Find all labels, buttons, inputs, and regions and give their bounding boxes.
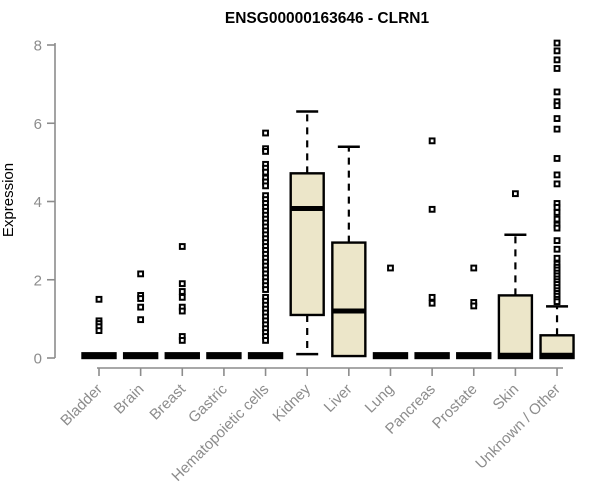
outlier-point [553,298,561,306]
outlier-point [137,295,145,302]
outlier-point [553,245,561,253]
outlier-point [553,237,561,245]
x-tick-label: Breast [146,380,189,423]
x-tick-label: Liver [321,381,356,416]
iqr-box [331,241,367,358]
outlier-point [428,205,436,213]
outlier-point [553,115,561,122]
y-tick-label: 8 [34,38,42,55]
outlier-point [178,243,186,250]
outlier-point [553,88,561,96]
outlier-point [178,336,186,344]
outlier-point [553,47,561,55]
outlier-point [262,129,269,137]
x-tick-label: Skin [490,381,523,414]
outlier-point [262,182,269,190]
outlier-point [262,286,269,293]
outlier-point [553,65,561,72]
outlier-point [428,299,436,307]
x-tick-label: Prostate [429,381,481,433]
outlier-point [553,102,561,110]
iqr-box [289,172,325,317]
y-tick-label: 2 [34,272,42,289]
outlier-point [262,148,269,155]
outlier-point [178,288,186,295]
outlier-point [137,316,145,324]
y-tick-label: 0 [34,351,42,368]
x-tick-label: Brain [111,381,148,418]
outlier-point [178,280,186,288]
y-tick-label: 4 [34,194,42,211]
x-tick-label: Lung [362,381,398,417]
outlier-point [553,254,561,262]
outlier-point [262,168,269,176]
outlier-point [470,302,478,310]
outlier-point [178,293,186,301]
outlier-point [553,203,561,211]
outlier-point [387,264,394,272]
x-tick-label: Bladder [57,381,106,430]
outlier-point [553,171,561,179]
outlier-point [553,155,561,162]
outlier-point [137,270,145,278]
outlier-point [553,125,561,133]
outlier-point [95,295,103,303]
outlier-point [428,293,436,301]
y-tick-label: 6 [34,116,42,133]
outlier-point [137,303,145,311]
outlier-point [553,180,561,188]
outlier-point [512,190,519,198]
y-axis-title: Expression [0,163,17,237]
outlier-point [178,307,186,315]
x-tick-label: Kidney [270,380,315,425]
outlier-point [428,137,436,145]
outlier-point [95,327,103,335]
outlier-point [262,336,269,344]
outlier-point [553,56,561,64]
outlier-point [553,39,561,47]
outlier-point [553,209,561,216]
chart-title: ENSG00000163646 - CLRN1 [225,10,430,27]
iqr-box [539,334,575,360]
iqr-box [497,294,534,360]
outlier-point [470,264,478,272]
outlier-point [553,224,561,232]
outlier-point [553,215,561,223]
